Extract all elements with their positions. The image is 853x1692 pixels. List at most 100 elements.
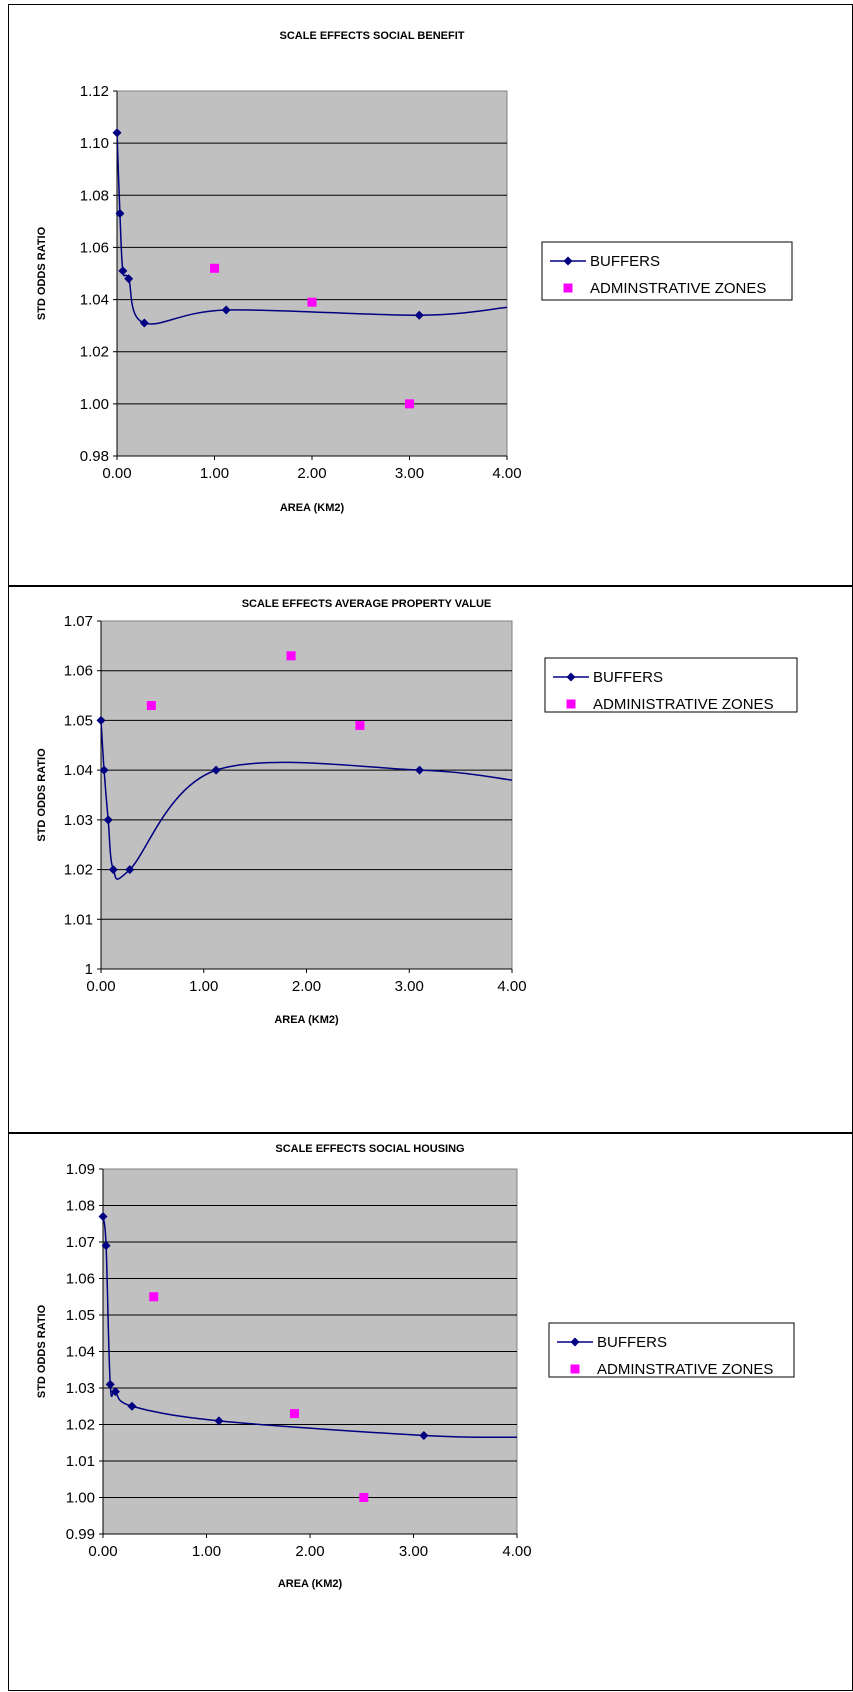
legend-label: BUFFERS: [590, 253, 660, 270]
chart-panel-average-property-value: SCALE EFFECTS AVERAGE PROPERTY VALUE 1 1.0…: [8, 586, 853, 1133]
legend-box: [544, 657, 798, 713]
buffers-point: [112, 128, 122, 138]
y-tick-label: 1.01: [66, 1453, 95, 1470]
admin-zone-point: [289, 1409, 299, 1419]
y-tick-label: 1.12: [80, 83, 109, 100]
chart-average-property-value: SCALE EFFECTS AVERAGE PROPERTY VALUE 1 1.0…: [36, 598, 798, 1026]
y-tick-label: 1.04: [66, 1344, 95, 1361]
x-tick-label: 3.00: [395, 978, 424, 995]
buffers-point: [103, 815, 113, 825]
legend-label: ADMINSTRATIVE ZONES: [590, 280, 766, 297]
buffers-point: [214, 1416, 224, 1426]
y-tick-label: 1.07: [66, 1234, 95, 1251]
buffers-point: [101, 1241, 111, 1251]
y-tick-label: 1.04: [64, 762, 93, 779]
x-tick-label: 4.00: [492, 465, 521, 482]
buffers-point: [419, 1430, 429, 1440]
buffers-point: [96, 715, 106, 725]
legend-label: ADMINISTRATIVE ZONES: [593, 696, 774, 713]
y-tick-label: 1.06: [66, 1271, 95, 1288]
x-tick-label: 1.00: [192, 1543, 221, 1560]
y-tick-label: 1.05: [66, 1307, 95, 1324]
x-tick-label: 3.00: [395, 465, 424, 482]
buffers-point: [98, 1211, 108, 1221]
y-tick-label: 1.06: [80, 239, 109, 256]
y-tick-label: 1.05: [64, 712, 93, 729]
y-tick-label: 1.03: [66, 1380, 95, 1397]
x-tick-label: 2.00: [295, 1543, 324, 1560]
y-axis-title: STD ODDS RATIO: [36, 226, 48, 320]
x-tick-label: 3.00: [399, 1543, 428, 1560]
y-tick-label: 1.03: [64, 812, 93, 829]
y-tick-label: 1.09: [66, 1161, 95, 1178]
legend-diamond-swatch: [566, 672, 576, 682]
legend-square-swatch: [570, 1364, 580, 1374]
legend-label: BUFFERS: [593, 669, 663, 686]
chart-social-benefit: SCALE EFFECTS SOCIAL BENEFIT 0.98 1.00 1.02…: [36, 30, 793, 514]
y-axis-title: STD ODDS RATIO: [36, 1304, 48, 1398]
buffers-point: [127, 1401, 137, 1411]
x-tick-label: 1.00: [189, 978, 218, 995]
y-tick-label: 1.06: [64, 663, 93, 680]
x-tick-label: 4.00: [497, 978, 526, 995]
legend-label: BUFFERS: [597, 1334, 667, 1351]
y-tick-label: 1.02: [64, 862, 93, 879]
buffers-series-line: [101, 720, 512, 880]
legend-diamond-swatch: [570, 1337, 580, 1347]
buffers-point: [221, 305, 231, 315]
buffers-point: [118, 266, 128, 276]
buffers-point: [124, 274, 134, 284]
x-tick-label: 0.00: [102, 465, 131, 482]
x-tick-label: 1.00: [200, 465, 229, 482]
x-tick-label: 0.00: [86, 978, 115, 995]
admin-zone-point: [307, 297, 317, 307]
y-tick-label: 1.08: [66, 1198, 95, 1215]
buffers-point: [415, 765, 425, 775]
chart-panel-social-housing: SCALE EFFECTS SOCIAL HOUSING 0.99 1.00 1.01…: [8, 1133, 853, 1691]
y-tick-label: 0.98: [80, 448, 109, 465]
buffers-point: [211, 765, 221, 775]
legend-square-swatch: [566, 699, 576, 709]
admin-zone-point: [149, 1292, 159, 1302]
x-tick-label: 0.00: [88, 1543, 117, 1560]
x-tick-label: 2.00: [292, 978, 321, 995]
legend-label: ADMINSTRATIVE ZONES: [597, 1361, 773, 1378]
buffers-point: [105, 1379, 115, 1389]
y-tick-label: 1.04: [80, 292, 109, 309]
y-tick-label: 0.99: [66, 1526, 95, 1543]
y-tick-label: 1.07: [64, 613, 93, 630]
buffers-point: [139, 318, 149, 328]
y-tick-label: 1.01: [64, 911, 93, 928]
admin-zone-point: [286, 651, 296, 661]
legend-diamond-swatch: [563, 256, 573, 266]
y-tick-label: 1.02: [66, 1417, 95, 1434]
y-tick-label: 1: [85, 961, 93, 978]
y-tick-label: 1.10: [80, 135, 109, 152]
y-tick-label: 1.00: [66, 1490, 95, 1507]
x-axis-title: AREA (KM2): [278, 1578, 343, 1590]
x-tick-label: 4.00: [502, 1543, 531, 1560]
y-tick-label: 1.02: [80, 344, 109, 361]
buffers-point: [115, 209, 125, 219]
legend-square-swatch: [563, 283, 573, 293]
chart-title: SCALE EFFECTS AVERAGE PROPERTY VALUE: [242, 598, 492, 610]
admin-zone-point: [210, 263, 219, 273]
admin-zone-point: [405, 399, 414, 409]
x-axis-title: AREA (KM2): [274, 1014, 339, 1026]
admin-zone-point: [359, 1493, 369, 1502]
buffers-point: [125, 865, 135, 875]
y-tick-label: 1.00: [80, 396, 109, 413]
chart-title: SCALE EFFECTS SOCIAL HOUSING: [275, 1143, 464, 1155]
admin-zone-point: [355, 720, 365, 730]
legend-box: [541, 241, 793, 301]
y-tick-label: 1.08: [80, 187, 109, 204]
plot-area: [116, 90, 508, 457]
legend-box: [548, 1322, 795, 1378]
x-axis-title: AREA (KM2): [280, 502, 345, 514]
buffers-point: [99, 765, 109, 775]
chart-panel-social-benefit: SCALE EFFECTS SOCIAL BENEFIT 0.98 1.00 1.02…: [8, 4, 853, 586]
chart-social-housing: SCALE EFFECTS SOCIAL HOUSING 0.99 1.00 1.01…: [36, 1143, 795, 1590]
y-axis-title: STD ODDS RATIO: [36, 748, 48, 842]
buffers-point: [108, 865, 118, 875]
x-tick-label: 2.00: [297, 465, 326, 482]
